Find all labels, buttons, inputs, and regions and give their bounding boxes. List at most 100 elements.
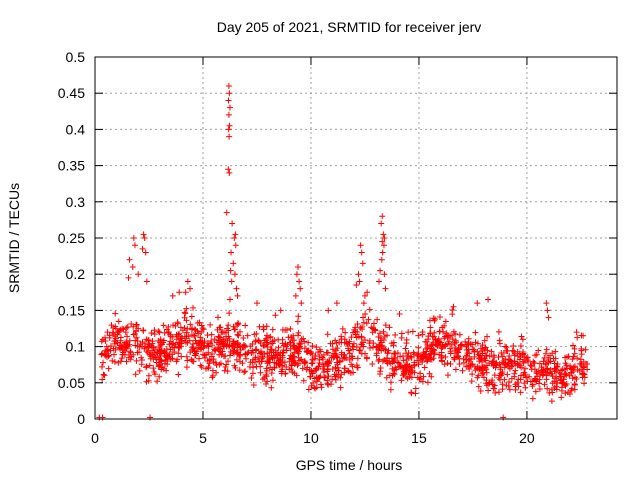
data-point bbox=[232, 364, 239, 371]
data-point bbox=[109, 357, 116, 364]
data-point bbox=[474, 348, 481, 355]
data-point bbox=[141, 345, 148, 352]
data-point bbox=[325, 381, 332, 388]
data-point bbox=[184, 278, 191, 285]
data-point bbox=[345, 347, 352, 354]
data-point bbox=[126, 256, 133, 263]
data-point bbox=[199, 325, 206, 332]
data-point bbox=[502, 343, 509, 350]
data-point bbox=[231, 344, 238, 351]
data-point bbox=[257, 369, 264, 376]
data-point bbox=[515, 361, 522, 368]
data-point bbox=[282, 370, 289, 377]
data-point bbox=[514, 360, 521, 367]
data-point bbox=[201, 343, 208, 350]
data-point bbox=[242, 351, 249, 358]
data-point bbox=[547, 358, 554, 365]
data-point bbox=[444, 372, 451, 379]
data-point bbox=[568, 369, 575, 376]
data-point bbox=[409, 328, 416, 335]
data-point bbox=[444, 360, 451, 367]
data-point bbox=[502, 356, 509, 363]
data-point bbox=[344, 340, 351, 347]
data-point bbox=[415, 344, 422, 351]
data-point bbox=[358, 249, 365, 256]
data-point bbox=[250, 381, 257, 388]
data-point bbox=[512, 367, 519, 374]
data-point bbox=[490, 385, 497, 392]
data-point bbox=[333, 340, 340, 346]
data-point bbox=[130, 351, 137, 358]
data-point bbox=[124, 333, 131, 340]
data-point bbox=[275, 360, 282, 367]
data-point bbox=[338, 339, 345, 346]
data-point bbox=[447, 348, 454, 355]
data-point bbox=[295, 354, 302, 361]
data-point bbox=[477, 388, 484, 395]
data-point bbox=[374, 316, 381, 323]
data-point bbox=[524, 357, 531, 364]
data-point bbox=[480, 374, 487, 381]
data-point bbox=[124, 323, 131, 330]
data-point bbox=[235, 320, 242, 327]
data-point bbox=[408, 354, 415, 361]
data-point bbox=[417, 370, 424, 377]
data-point bbox=[499, 386, 506, 393]
data-point bbox=[520, 348, 527, 355]
data-point bbox=[427, 343, 434, 350]
data-point bbox=[356, 347, 363, 354]
data-point bbox=[552, 375, 559, 382]
data-point bbox=[145, 344, 152, 351]
data-point bbox=[209, 367, 216, 374]
data-point bbox=[376, 278, 383, 285]
data-point bbox=[380, 231, 387, 238]
data-point bbox=[569, 375, 576, 382]
data-point bbox=[259, 376, 266, 383]
data-point bbox=[381, 271, 388, 278]
data-point bbox=[174, 319, 181, 326]
data-point bbox=[269, 377, 276, 384]
data-point bbox=[430, 315, 437, 322]
data-point bbox=[219, 338, 226, 345]
data-point bbox=[479, 359, 486, 366]
data-point bbox=[468, 378, 475, 385]
data-point bbox=[495, 354, 502, 361]
data-point bbox=[156, 373, 163, 380]
data-point bbox=[488, 348, 495, 355]
data-point bbox=[157, 342, 164, 349]
data-point bbox=[383, 332, 390, 339]
data-point bbox=[229, 220, 236, 227]
data-point bbox=[133, 357, 140, 364]
data-point bbox=[155, 356, 162, 363]
data-point bbox=[359, 260, 366, 267]
data-point bbox=[158, 348, 165, 355]
data-point bbox=[226, 310, 233, 317]
data-point bbox=[218, 329, 225, 336]
data-point bbox=[123, 358, 130, 365]
data-point bbox=[129, 263, 136, 270]
data-point bbox=[283, 364, 290, 371]
data-point bbox=[262, 371, 269, 378]
data-point bbox=[301, 345, 308, 352]
data-point bbox=[121, 351, 128, 358]
data-point bbox=[383, 374, 390, 381]
data-point bbox=[261, 337, 268, 344]
data-point bbox=[312, 352, 319, 359]
data-point bbox=[142, 249, 149, 256]
data-point bbox=[378, 342, 385, 349]
data-point bbox=[536, 360, 543, 367]
data-point bbox=[364, 289, 371, 296]
data-point bbox=[443, 330, 450, 337]
data-point bbox=[411, 369, 418, 376]
data-point bbox=[231, 326, 238, 333]
data-point bbox=[485, 387, 492, 394]
data-point bbox=[578, 345, 585, 352]
data-point bbox=[230, 260, 237, 267]
data-point bbox=[226, 133, 233, 140]
data-point bbox=[305, 347, 312, 354]
data-point bbox=[481, 355, 488, 362]
data-point bbox=[143, 278, 150, 285]
x-tick-label: 15 bbox=[411, 430, 427, 446]
data-point bbox=[241, 369, 248, 376]
